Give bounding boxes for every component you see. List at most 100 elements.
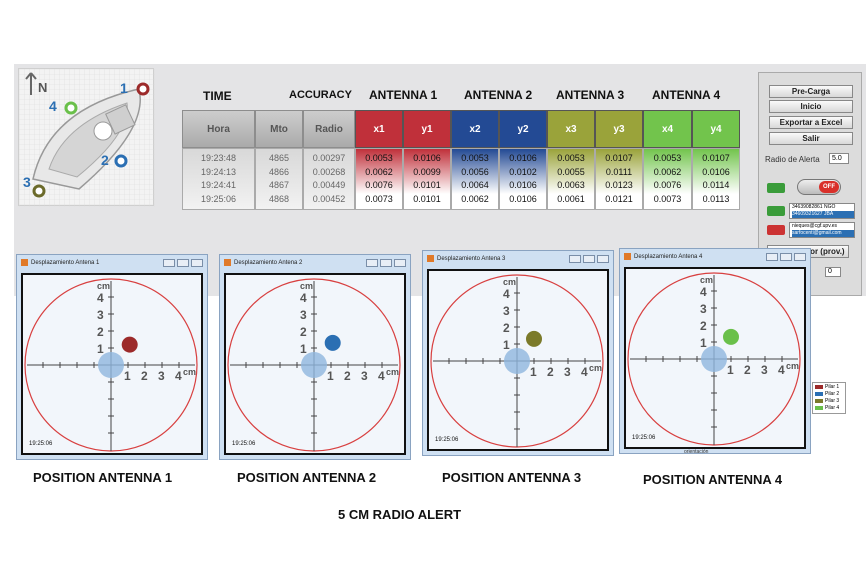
col-header-y4[interactable]: y4 <box>692 110 740 148</box>
close-icon[interactable] <box>597 255 609 263</box>
precarga-button[interactable]: Pre-Carga <box>769 85 853 98</box>
table-cell: 4867 <box>268 180 290 190</box>
minimize-icon[interactable] <box>163 259 175 267</box>
mail-icon[interactable] <box>767 225 785 235</box>
legend-swatch <box>815 391 823 396</box>
y-tick-label: 3 <box>300 308 307 322</box>
table-cell: 0.0106 <box>509 193 537 204</box>
phone-icon[interactable] <box>767 183 785 193</box>
close-icon[interactable] <box>794 253 806 261</box>
table-cell: 0.0106 <box>702 166 730 177</box>
window-titlebar[interactable]: Desplazamiento Antena 3 <box>423 251 613 267</box>
table-cell: 0.0102 <box>509 166 537 177</box>
y-unit-label: cm <box>97 281 110 291</box>
col-header-mto[interactable]: Mto <box>255 110 303 148</box>
email-2[interactable]: sarfocenti@gmail.com <box>792 230 854 237</box>
window-titlebar[interactable]: Desplazamiento Antena 4 <box>620 249 810 265</box>
position-plot: 1 1 2 2 3 3 4 4 cm cm 19:25:06 <box>21 273 203 455</box>
window-title: Desplazamiento Antena 4 <box>634 254 703 260</box>
table-cell: 0.0101 <box>413 180 441 190</box>
position-window-4[interactable]: Desplazamiento Antena 4 1 1 2 2 3 3 4 4 cm cm 19:… <box>619 248 811 454</box>
close-icon[interactable] <box>394 259 406 267</box>
x-tick-label: 3 <box>761 363 768 377</box>
maximize-icon[interactable] <box>380 259 392 267</box>
email-1[interactable]: nieques@cgf.upv.es <box>792 223 838 229</box>
table-cell: 0.0064 <box>461 180 489 190</box>
col-header-x1[interactable]: x1 <box>355 110 403 148</box>
antenna-1-marker <box>136 82 150 96</box>
alert-toggle[interactable]: OFF <box>797 179 841 195</box>
table-cell: 0.0101 <box>413 193 441 204</box>
plot-time: 19:25:06 <box>232 441 256 447</box>
position-window-3[interactable]: Desplazamiento Antena 3 1 1 2 2 3 3 4 4 cm cm 19:… <box>422 250 614 456</box>
x-unit-label: cm <box>589 363 602 373</box>
antenna-1-header: ANTENNA 1 <box>369 88 438 102</box>
antenna-4-header: ANTENNA 4 <box>652 88 721 102</box>
caption-antenna-4: POSITION ANTENNA 4 <box>643 472 783 487</box>
y-tick-label: 2 <box>503 321 510 335</box>
x-unit-label: cm <box>386 367 399 377</box>
exportar-button[interactable]: Exportar a Excel <box>769 116 853 129</box>
salir-button[interactable]: Salir <box>769 132 853 145</box>
maximize-icon[interactable] <box>177 259 189 267</box>
y-unit-label: cm <box>700 275 713 285</box>
accuracy-area <box>98 352 124 378</box>
table-cell: 0.0111 <box>605 166 633 177</box>
col-header-x2[interactable]: x2 <box>451 110 499 148</box>
x-tick-label: 1 <box>124 369 131 383</box>
y-tick-label: 4 <box>503 287 510 301</box>
inicio-button[interactable]: Inicio <box>769 100 853 113</box>
close-icon[interactable] <box>191 259 203 267</box>
antenna-2-header: ANTENNA 2 <box>464 88 533 102</box>
small-value-input[interactable]: 0 <box>825 267 841 277</box>
x-tick-label: 4 <box>581 365 588 379</box>
position-window-2[interactable]: Desplazamiento Antena 2 1 1 2 2 3 3 4 4 cm cm 19:… <box>219 254 411 460</box>
boat-diagram: N 1 2 3 4 <box>18 68 155 207</box>
minimize-icon[interactable] <box>569 255 581 263</box>
sms-icon[interactable] <box>767 206 785 216</box>
table-cell: 0.0113 <box>702 193 730 204</box>
col-header-y3[interactable]: y3 <box>595 110 643 148</box>
y-tick-label: 4 <box>97 291 104 305</box>
table-cell: 4865 <box>268 153 290 163</box>
col-header-radio[interactable]: Radio <box>303 110 355 148</box>
col-header-x4[interactable]: x4 <box>643 110 692 148</box>
window-titlebar[interactable]: Desplazamiento Antena 2 <box>220 255 410 271</box>
table-cell: 19:24:13 <box>200 166 237 177</box>
column-body <box>355 148 403 210</box>
position-window-1[interactable]: Desplazamiento Antena 1 1 1 2 2 3 3 4 4 cm cm 19:… <box>16 254 208 460</box>
col-header-hora[interactable]: Hora <box>182 110 255 148</box>
legend-item: Pilar 1 <box>825 383 840 390</box>
maximize-icon[interactable] <box>583 255 595 263</box>
minimize-icon[interactable] <box>766 253 778 261</box>
radio-alerta-input[interactable]: 5.0 <box>829 153 849 164</box>
y-tick-label: 1 <box>503 338 510 352</box>
col-header-y2[interactable]: y2 <box>499 110 547 148</box>
y-tick-label: 2 <box>700 319 707 333</box>
window-titlebar[interactable]: Desplazamiento Antena 1 <box>17 255 207 271</box>
x-tick-label: 2 <box>141 369 148 383</box>
table-cell: 0.0106 <box>413 153 441 163</box>
plot-time: 19:25:06 <box>632 435 656 441</box>
legend-item: Pilar 2 <box>825 390 840 397</box>
north-arrow-icon <box>25 72 37 95</box>
col-header-y1[interactable]: y1 <box>403 110 451 148</box>
phone-number-2[interactable]: 34609321627 JBA <box>792 211 854 218</box>
table-cell: 4866 <box>268 166 290 177</box>
toggle-label: OFF <box>819 181 839 193</box>
table-cell: 0.0053 <box>557 153 585 163</box>
maximize-icon[interactable] <box>780 253 792 261</box>
app-icon <box>624 253 631 260</box>
caption-antenna-2: POSITION ANTENNA 2 <box>237 470 377 485</box>
col-header-x3[interactable]: x3 <box>547 110 595 148</box>
minimize-icon[interactable] <box>366 259 378 267</box>
antenna-position-dot <box>121 336 138 353</box>
column-body <box>182 148 255 210</box>
position-plot: 1 1 2 2 3 3 4 4 cm cm 19:25:06 <box>624 267 806 449</box>
accuracy-area <box>504 348 530 374</box>
app-icon <box>427 255 434 262</box>
phone-number-1[interactable]: 34639082861 NGO <box>792 204 836 210</box>
table-cell: 0.00449 <box>312 180 346 190</box>
window-title: Desplazamiento Antena 3 <box>437 256 506 262</box>
